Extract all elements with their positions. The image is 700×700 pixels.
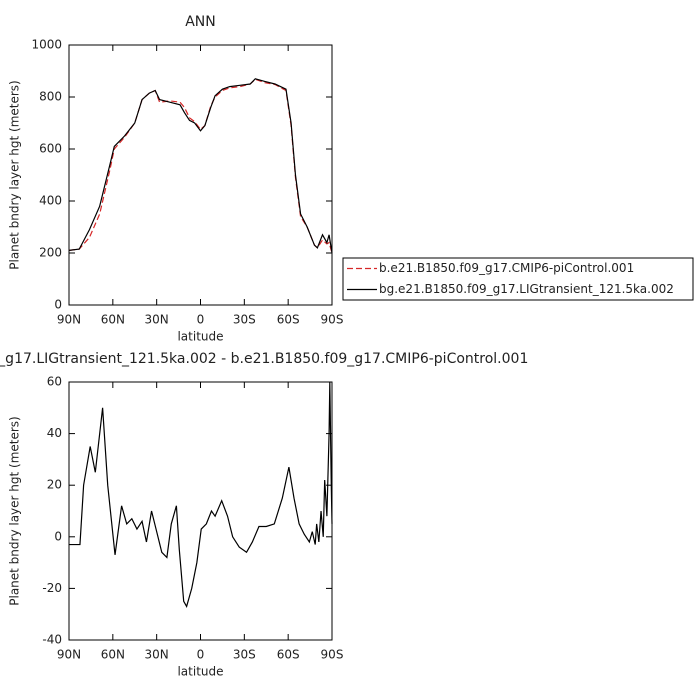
x-axis-label: latitude [177, 665, 223, 679]
x-tick-label: 60N [101, 648, 125, 662]
data-line [68, 78, 333, 254]
x-tick-label: 90S [321, 313, 344, 327]
y-axis-label: Planet bndry layer hgt (meters) [8, 416, 22, 606]
x-tick-label: 30S [233, 648, 256, 662]
legend-box [342, 257, 694, 301]
y-tick-label: -40 [42, 633, 62, 647]
x-tick-label: 60S [277, 313, 300, 327]
x-tick-label: 90S [321, 648, 344, 662]
y-tick-label: 1000 [31, 38, 62, 52]
x-tick-label: 0 [197, 648, 205, 662]
x-tick-label: 90N [57, 313, 81, 327]
x-tick-label: 90N [57, 648, 81, 662]
x-tick-label: 60S [277, 648, 300, 662]
y-tick-label: 400 [39, 194, 62, 208]
plot-frame [68, 381, 333, 641]
y-tick-label: -20 [42, 581, 62, 595]
y-tick-label: 800 [39, 90, 62, 104]
y-tick-label: 60 [47, 375, 62, 389]
y-axis-label: Planet bndry layer hgt (meters) [8, 80, 22, 270]
chart-title: ANN [185, 14, 216, 30]
data-line [68, 78, 333, 254]
legend-label: b.e21.B1850.f09_g17.CMIP6-piControl.001 [379, 261, 634, 275]
y-tick-label: 20 [47, 478, 62, 492]
y-tick-label: 600 [39, 142, 62, 156]
y-tick-label: 40 [47, 426, 62, 440]
y-tick-label: 0 [54, 298, 62, 312]
legend-label: bg.e21.B1850.f09_g17.LIGtransient_121.5k… [379, 282, 674, 296]
x-tick-label: 0 [197, 313, 205, 327]
chart-title: bg.e21.B1850.f09_g17.LIGtransient_121.5k… [0, 351, 528, 367]
x-axis-label: latitude [177, 330, 223, 344]
x-tick-label: 30N [145, 313, 169, 327]
data-line [69, 381, 333, 609]
x-tick-label: 60N [101, 313, 125, 327]
x-tick-label: 30S [233, 313, 256, 327]
x-tick-label: 30N [145, 648, 169, 662]
y-tick-label: 0 [54, 529, 62, 543]
y-tick-label: 200 [39, 246, 62, 260]
